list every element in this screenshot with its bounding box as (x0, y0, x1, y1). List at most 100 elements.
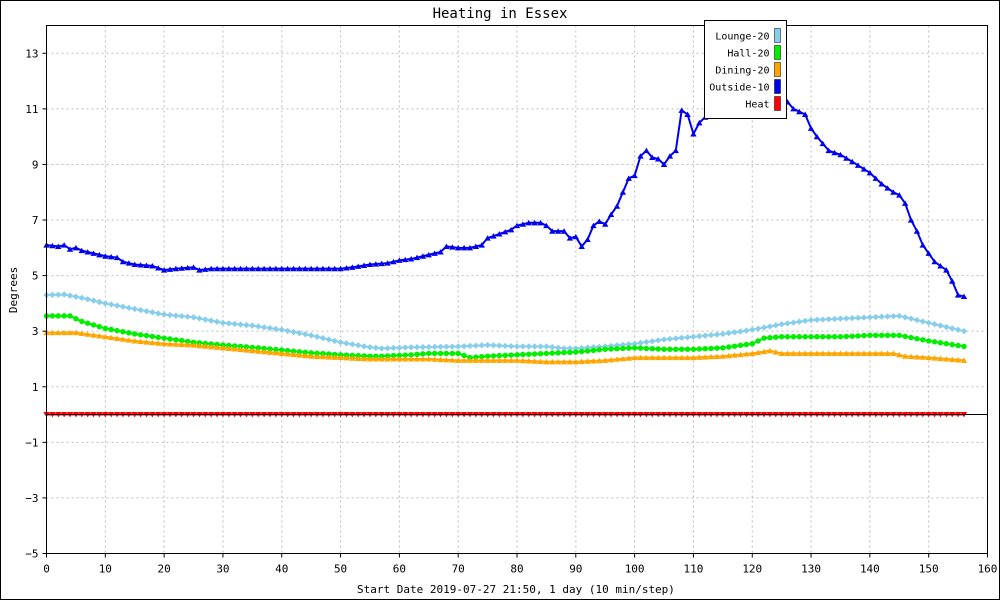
data-point (172, 312, 180, 319)
data-point (125, 260, 133, 266)
data-point (560, 228, 568, 234)
data-point (178, 341, 185, 348)
data-point (625, 175, 632, 181)
data-point (837, 151, 844, 158)
data-point (931, 258, 938, 265)
data-point (584, 236, 591, 243)
data-point (907, 353, 915, 360)
data-point (90, 322, 97, 328)
data-point (655, 346, 661, 352)
data-point (878, 332, 885, 339)
x-tick-label: 30 (216, 563, 229, 576)
data-point (767, 334, 773, 341)
data-point (914, 335, 920, 342)
data-point (560, 345, 568, 352)
data-point (184, 264, 191, 271)
data-point (402, 356, 409, 362)
data-point (360, 343, 368, 350)
data-point (96, 323, 103, 330)
data-point (596, 347, 603, 353)
data-point (702, 332, 709, 339)
data-point (90, 250, 97, 256)
data-point (196, 267, 203, 273)
data-point (654, 156, 662, 162)
data-point (543, 358, 550, 365)
data-point (307, 332, 315, 339)
data-point (743, 341, 750, 348)
data-point (490, 233, 497, 239)
data-point (731, 352, 738, 358)
data-point (872, 175, 879, 181)
data-point (302, 349, 308, 356)
data-point (707, 353, 715, 360)
data-point (631, 354, 638, 361)
data-point (131, 305, 138, 313)
data-point (431, 350, 438, 357)
data-point (713, 353, 721, 360)
data-point (302, 352, 309, 359)
data-point (473, 354, 479, 360)
data-point (531, 358, 538, 364)
data-point (649, 354, 656, 361)
data-point (102, 253, 109, 259)
data-point (861, 332, 867, 339)
data-point (925, 354, 932, 361)
data-point (790, 334, 797, 340)
data-point (419, 343, 427, 351)
data-point (55, 329, 62, 336)
data-point (766, 323, 774, 330)
data-point (78, 247, 85, 254)
data-point (860, 166, 868, 172)
data-point (319, 334, 327, 342)
y-tick-label: −3 (25, 492, 38, 505)
data-point (778, 334, 785, 340)
data-point (290, 351, 297, 358)
data-point (396, 257, 403, 263)
data-point (343, 340, 350, 347)
y-axis-label: Degrees (7, 267, 20, 313)
data-point (73, 315, 79, 322)
data-point (702, 354, 709, 360)
data-point (666, 153, 674, 159)
data-point (449, 357, 456, 363)
data-point (119, 303, 127, 310)
data-point (237, 343, 244, 350)
data-point (913, 228, 921, 234)
data-point (790, 350, 797, 356)
data-point (60, 329, 68, 336)
data-point (855, 333, 861, 339)
data-point (843, 333, 850, 340)
legend-swatch (774, 28, 781, 43)
data-point (290, 265, 297, 272)
data-point (954, 326, 962, 333)
data-point (537, 219, 544, 226)
data-point (66, 292, 74, 299)
data-point (155, 334, 161, 341)
data-point (326, 351, 332, 357)
data-point (207, 343, 215, 350)
data-point (431, 250, 438, 256)
data-point (554, 228, 562, 234)
data-point (166, 341, 174, 347)
data-point (854, 162, 862, 168)
data-point (60, 242, 68, 248)
data-point (949, 341, 955, 348)
data-point (825, 316, 832, 323)
data-point (149, 309, 156, 316)
data-point (761, 335, 767, 341)
legend-swatch (774, 45, 781, 60)
data-point (72, 293, 80, 300)
x-tick-label: 80 (510, 563, 523, 576)
data-point (807, 125, 815, 131)
data-point (555, 350, 561, 356)
data-point (949, 325, 956, 332)
data-point (213, 344, 221, 350)
data-point (160, 267, 168, 273)
data-point (943, 340, 950, 347)
data-point (873, 332, 879, 339)
data-point (766, 347, 774, 354)
data-point (119, 258, 127, 265)
data-point (184, 313, 191, 320)
data-point (249, 322, 256, 329)
data-point (754, 325, 762, 332)
